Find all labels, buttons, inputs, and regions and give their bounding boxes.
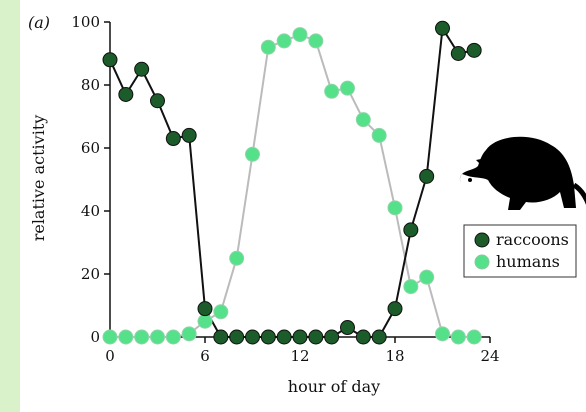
data-point-raccoons	[181, 127, 197, 143]
data-point-humans	[450, 329, 466, 345]
data-point-raccoons	[213, 329, 229, 345]
data-point-humans	[324, 83, 340, 99]
series-points-raccoons	[102, 20, 482, 345]
data-point-humans	[134, 329, 150, 345]
data-point-humans	[371, 127, 387, 143]
data-point-raccoons	[260, 329, 276, 345]
data-point-raccoons	[403, 222, 419, 238]
data-point-humans	[276, 33, 292, 49]
y-tick-label: 0	[90, 328, 100, 346]
series-line-humans	[110, 33, 475, 338]
axes: 0 20 40 60 80 100 0 6 12 18 24	[71, 13, 499, 365]
data-point-humans	[197, 313, 213, 329]
data-point-humans	[387, 200, 403, 216]
data-point-raccoons	[466, 42, 482, 58]
data-point-raccoons	[419, 168, 435, 184]
chart-frame: (a) 0 20 40 60 80 100 0 6 12 18 24 hour of day rel…	[20, 0, 586, 412]
data-point-humans	[419, 269, 435, 285]
data-point-raccoons	[229, 329, 245, 345]
activity-chart: (a) 0 20 40 60 80 100 0 6 12 18 24 hour of day rel…	[28, 13, 586, 396]
data-point-raccoons	[118, 86, 134, 102]
x-tick-label: 24	[480, 347, 499, 365]
data-point-raccoons	[197, 301, 213, 317]
data-point-raccoons	[292, 329, 308, 345]
data-point-raccoons	[387, 301, 403, 317]
data-point-humans	[355, 112, 371, 128]
data-point-raccoons	[102, 52, 118, 68]
data-point-humans	[245, 146, 260, 162]
y-tick-label: 20	[81, 265, 100, 283]
panel-label: (a)	[28, 13, 50, 32]
y-axis-label: relative activity	[29, 115, 48, 242]
x-tick-label: 12	[290, 347, 309, 365]
x-tick-label: 18	[385, 347, 404, 365]
data-point-humans	[403, 279, 419, 295]
data-point-humans	[466, 329, 482, 345]
data-point-raccoons	[150, 93, 165, 109]
data-point-raccoons	[134, 61, 150, 77]
x-tick-label: 0	[105, 347, 115, 365]
series-line-raccoons	[109, 25, 475, 338]
data-point-raccoons	[340, 320, 355, 336]
raccoon-silhouette-icon	[459, 136, 586, 210]
legend-marker-raccoons	[474, 232, 490, 248]
legend: raccoons humans	[463, 224, 577, 278]
y-tick-label: 100	[71, 13, 100, 31]
data-point-humans	[165, 329, 181, 345]
data-point-humans	[229, 250, 245, 266]
data-point-humans	[260, 39, 276, 55]
data-point-raccoons	[245, 329, 260, 345]
legend-label-humans: humans	[496, 252, 560, 271]
y-tick-label: 40	[81, 202, 100, 220]
data-point-humans	[181, 326, 197, 342]
data-point-raccoons	[435, 20, 450, 36]
data-point-raccoons	[355, 329, 371, 345]
data-point-humans	[150, 329, 165, 345]
series-points-humans	[102, 27, 482, 345]
x-tick-label: 6	[200, 347, 210, 365]
data-point-raccoons	[450, 46, 466, 61]
data-point-raccoons	[371, 329, 387, 345]
data-point-humans	[308, 33, 324, 49]
data-point-humans	[102, 329, 118, 345]
data-point-humans	[435, 326, 450, 342]
x-axis-label: hour of day	[288, 377, 380, 396]
data-point-raccoons	[165, 131, 181, 147]
series-points	[102, 20, 482, 345]
data-point-humans	[292, 27, 308, 43]
data-point-raccoons	[276, 329, 292, 345]
data-point-humans	[340, 80, 355, 96]
legend-label-raccoons: raccoons	[496, 230, 569, 249]
y-tick-label: 80	[81, 76, 100, 94]
legend-marker-humans	[474, 254, 490, 270]
y-tick-label: 60	[81, 139, 100, 157]
data-point-humans	[118, 329, 134, 345]
data-point-raccoons	[324, 329, 340, 345]
data-point-raccoons	[308, 329, 324, 345]
data-point-humans	[213, 304, 229, 320]
series-lines	[109, 25, 475, 338]
